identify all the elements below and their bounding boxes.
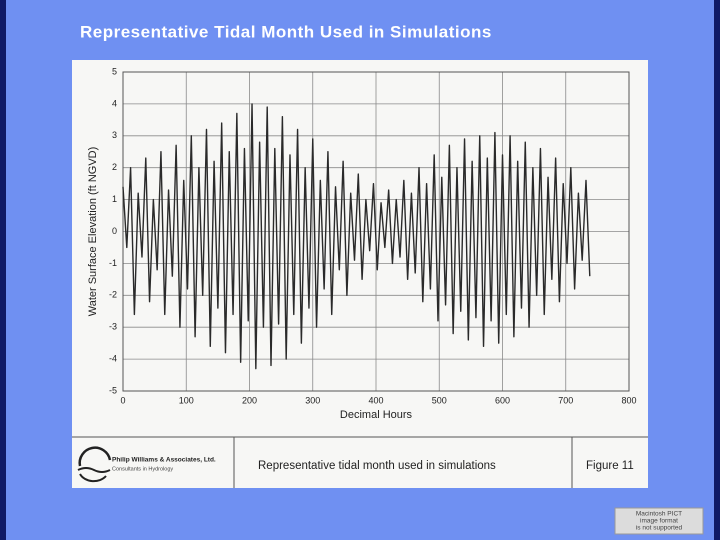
x-tick-label: 600 [495,395,510,405]
notice-box [614,507,704,535]
notice-line: is not supported [636,525,683,532]
y-tick-label: -2 [109,290,117,300]
y-tick-label: 2 [112,162,117,172]
y-tick-label: 0 [112,226,117,236]
x-tick-label: 200 [242,395,257,405]
x-tick-label: 0 [120,395,125,405]
figure-number: Figure 11 [586,460,634,472]
notice-line: image format [640,518,678,525]
y-tick-label: 4 [112,98,117,108]
x-tick-label: 300 [305,395,320,405]
x-tick-label: 500 [432,395,447,405]
y-tick-label: -5 [109,385,117,395]
logo [77,446,112,483]
edge-left [0,0,6,540]
plot-frame [122,71,630,392]
y-tick-label: 5 [112,66,117,76]
y-tick-label: 3 [112,130,117,140]
y-tick-label: -3 [109,322,117,332]
slide-title: Representative Tidal Month Used in Simul… [80,22,492,41]
x-tick-label: 100 [179,395,194,405]
y-tick-label: 1 [112,194,117,204]
x-axis-label: Decimal Hours [340,409,413,421]
x-tick-label: 700 [558,395,573,405]
edge-right [714,0,720,540]
y-axis-label: Water Surface Elevation (ft NGVD) [87,147,99,317]
y-tick-label: -4 [109,353,117,363]
x-tick-label: 800 [621,395,636,405]
scan [72,60,648,488]
notice-line: Macintosh PICT [636,511,682,518]
y-tick-label: -1 [109,258,117,268]
tide-line [122,103,591,370]
company-tagline: Consultants in Hydrology [112,466,173,472]
plot: -5 -4 -3 -2 -1 0 1 2 3 4 5 0 100 200 300 400 500 600 700 80… [87,66,637,421]
figure-caption: Representative tidal month used in simul… [258,460,496,472]
company-name: Philip Williams & Associates, Ltd. [112,457,216,464]
x-tick-label: 400 [368,395,383,405]
